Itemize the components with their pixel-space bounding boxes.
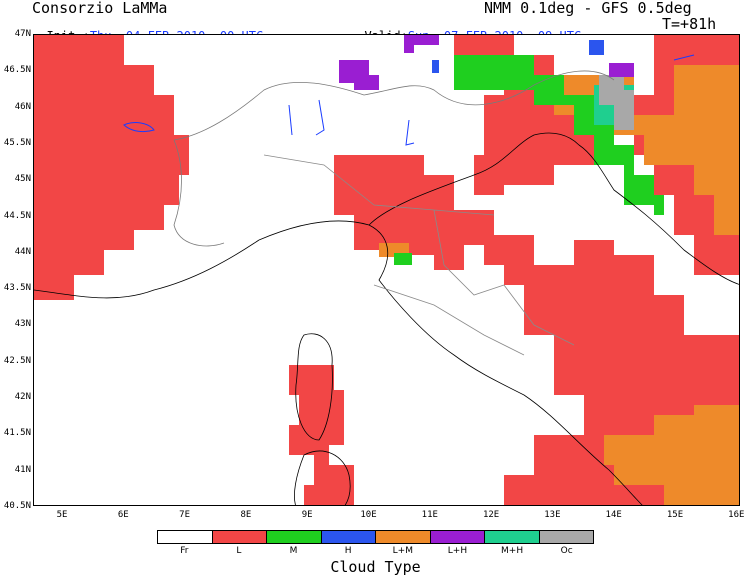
legend-label: H [344, 546, 352, 556]
cloud-lowmid-se [604, 405, 739, 505]
cloud-low-west [34, 35, 189, 300]
lon-tick: 7E [179, 510, 191, 520]
lat-tick: 43N [14, 319, 31, 330]
legend-colorbar [157, 530, 594, 544]
coast-corsica [295, 333, 333, 441]
lead-time: T=+81h [662, 15, 717, 33]
lat-tick: 47N [14, 29, 31, 39]
lat-tick: 44N [14, 246, 31, 257]
cloud-low-corsica [289, 365, 344, 465]
cloud-type-map [33, 34, 740, 506]
lon-tick: 16E [728, 510, 745, 520]
lake-geneva [123, 122, 155, 133]
legend-swatch [376, 531, 431, 543]
legend-label: M [289, 546, 298, 556]
legend-swatch [158, 531, 213, 543]
lat-tick: 42.5N [3, 355, 31, 366]
legend-swatch [485, 531, 540, 543]
lat-tick: 45.5N [3, 137, 31, 148]
cloud-mid-small [394, 253, 412, 265]
lat-tick: 43.5N [3, 283, 31, 294]
lat-tick: 44.5N [3, 210, 31, 221]
legend-swatch [430, 531, 485, 543]
legend-label: Oc [560, 546, 573, 556]
border-regions [263, 154, 575, 356]
cloud-low-center [334, 155, 494, 270]
legend-swatch [539, 531, 593, 543]
legend-label: L [236, 546, 242, 556]
lake-balaton [673, 54, 695, 61]
lat-tick: 42N [14, 392, 31, 402]
cloud-lowhigh-1 [339, 60, 379, 90]
coastline-italy [258, 132, 739, 505]
lake-como [315, 99, 325, 136]
legend-label: L+H [447, 546, 468, 556]
legend-swatch [212, 531, 267, 543]
lat-tick: 40.5N [3, 500, 31, 511]
border-alps [173, 70, 615, 247]
lon-tick: 5E [56, 510, 68, 520]
cloud-lowhigh-3 [609, 63, 634, 77]
lakes [123, 54, 695, 146]
legend-title: Cloud Type [330, 558, 421, 576]
lon-tick: 10E [360, 510, 377, 520]
coast-sardinia [294, 450, 351, 505]
legend-swatch [267, 531, 322, 543]
lat-tick: 45N [14, 174, 31, 185]
lon-tick: 12E [482, 510, 500, 520]
legend-label: Fr [180, 546, 189, 556]
cloud-lowhigh-2 [404, 35, 439, 53]
lon-tick: 13E [544, 510, 561, 520]
model-title: NMM 0.1deg - GFS 0.5deg [484, 0, 692, 17]
lake-maggiore [288, 104, 293, 136]
map-svg [34, 35, 739, 505]
lon-tick: 11E [421, 510, 438, 520]
lat-tick: 46.5N [3, 65, 31, 76]
legend-labels: Fr L M H L+M L+H M+H Oc [157, 546, 594, 556]
cloud-overcast [599, 75, 634, 130]
lon-tick: 6E [117, 510, 129, 520]
legend-swatch [321, 531, 376, 543]
legend-label: L+M [392, 546, 413, 556]
cloud-mid-north [454, 55, 664, 215]
coastline-france [34, 239, 260, 299]
lat-tick: 46N [14, 101, 31, 112]
cloud-low-north [214, 35, 594, 195]
cloud-low-sardinia [304, 465, 354, 505]
lon-tick: 15E [666, 510, 684, 520]
cloud-fields [34, 35, 739, 505]
boundaries [34, 70, 739, 505]
lat-tick: 41N [14, 464, 31, 475]
lon-tick: 9E [301, 510, 313, 520]
lat-tick: 41.5N [3, 428, 31, 439]
org-title: Consorzio LaMMa [32, 0, 168, 17]
legend-label: M+H [501, 546, 524, 556]
lon-tick: 14E [605, 510, 622, 520]
lon-tick: 8E [240, 510, 252, 520]
lake-garda [405, 119, 415, 146]
